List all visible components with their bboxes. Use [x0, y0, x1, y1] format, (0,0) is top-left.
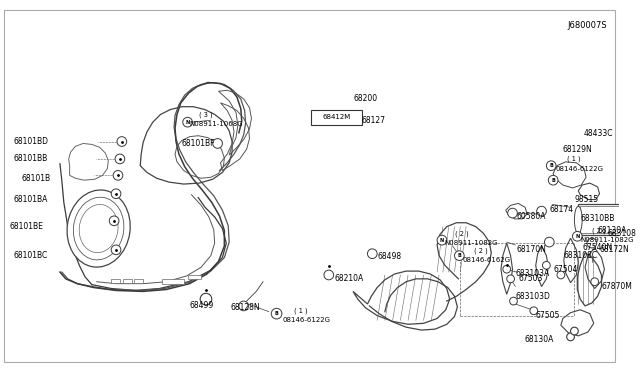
Text: 68498: 68498 — [377, 252, 401, 261]
Circle shape — [543, 262, 550, 269]
Bar — [188, 275, 201, 279]
Text: N08911-1082G: N08911-1082G — [580, 237, 634, 243]
Circle shape — [367, 249, 377, 259]
Text: B: B — [458, 253, 461, 258]
Text: B: B — [275, 311, 278, 316]
Circle shape — [111, 245, 121, 255]
Bar — [111, 279, 120, 283]
Text: 48433C: 48433C — [584, 129, 614, 138]
Text: ( 3 ): ( 3 ) — [199, 111, 213, 118]
Text: 68499: 68499 — [189, 301, 214, 310]
Text: 68170N: 68170N — [516, 245, 547, 254]
Circle shape — [537, 206, 547, 216]
Circle shape — [548, 175, 558, 185]
Text: 67870M: 67870M — [602, 282, 632, 291]
Circle shape — [547, 161, 556, 170]
Text: 68101BF: 68101BF — [182, 139, 215, 148]
Text: 683103A: 683103A — [515, 269, 550, 278]
Circle shape — [324, 270, 333, 280]
Circle shape — [557, 271, 564, 279]
Circle shape — [454, 251, 464, 260]
Text: N08911-1082G: N08911-1082G — [445, 240, 499, 246]
Text: 683108C: 683108C — [564, 251, 598, 260]
Text: 68412M: 68412M — [323, 114, 351, 120]
Ellipse shape — [67, 190, 130, 267]
Text: 67503: 67503 — [518, 274, 543, 283]
Text: 67540N: 67540N — [582, 243, 612, 252]
Text: N: N — [575, 234, 579, 239]
Text: N: N — [186, 120, 189, 125]
Text: 68101BD: 68101BD — [13, 137, 49, 146]
Text: 68130A: 68130A — [524, 335, 554, 344]
Text: 68127: 68127 — [362, 116, 386, 125]
Text: 68210A: 68210A — [335, 274, 364, 283]
Text: 68101BC: 68101BC — [13, 251, 48, 260]
Bar — [123, 279, 131, 283]
Circle shape — [587, 238, 596, 248]
Circle shape — [503, 265, 511, 273]
Ellipse shape — [79, 205, 118, 253]
Ellipse shape — [623, 206, 630, 233]
Text: 68200: 68200 — [354, 93, 378, 103]
Text: ( 2 ): ( 2 ) — [592, 227, 605, 234]
Circle shape — [183, 117, 193, 127]
Text: J680007S: J680007S — [568, 21, 607, 30]
Circle shape — [566, 333, 575, 341]
Text: 68129N: 68129N — [563, 145, 593, 154]
Ellipse shape — [74, 197, 124, 260]
Text: ( 2 ): ( 2 ) — [474, 247, 488, 254]
Text: 67505: 67505 — [536, 311, 560, 320]
Circle shape — [570, 327, 579, 335]
Text: B: B — [549, 163, 553, 168]
Circle shape — [109, 216, 119, 226]
Circle shape — [573, 231, 582, 241]
Text: 08146-6122G: 08146-6122G — [282, 317, 330, 323]
Text: 68130A: 68130A — [598, 226, 627, 235]
Text: N: N — [440, 238, 444, 243]
Ellipse shape — [575, 206, 582, 233]
Text: 68174: 68174 — [549, 205, 573, 214]
Circle shape — [545, 237, 554, 247]
Text: 68101BE: 68101BE — [10, 222, 44, 231]
Bar — [312, 110, 362, 125]
Text: 68101BA: 68101BA — [13, 195, 48, 204]
Text: 68172N: 68172N — [600, 245, 629, 254]
Circle shape — [437, 235, 447, 245]
Text: 68310BB: 68310BB — [580, 214, 614, 223]
Circle shape — [508, 208, 517, 218]
Bar — [579, 204, 627, 235]
Bar — [580, 206, 625, 233]
Circle shape — [591, 278, 598, 286]
Text: ( 1 ): ( 1 ) — [566, 155, 580, 162]
Text: 683103D: 683103D — [515, 292, 550, 301]
Bar — [134, 279, 143, 283]
Bar — [163, 279, 184, 284]
Circle shape — [111, 189, 121, 199]
Circle shape — [200, 294, 212, 305]
Text: 68128N: 68128N — [230, 303, 260, 312]
Circle shape — [239, 301, 248, 311]
Text: 98515: 98515 — [575, 195, 598, 204]
Text: 68101B: 68101B — [21, 174, 51, 183]
Text: N08911-1068G: N08911-1068G — [189, 121, 243, 127]
Circle shape — [117, 137, 127, 146]
Circle shape — [507, 275, 515, 283]
Circle shape — [271, 308, 282, 319]
Text: ( 2 ): ( 2 ) — [454, 230, 468, 237]
Text: B: B — [551, 178, 555, 183]
Circle shape — [530, 307, 538, 315]
Circle shape — [509, 297, 517, 305]
Text: 68101BB: 68101BB — [13, 154, 48, 163]
Text: 60580A: 60580A — [516, 212, 546, 221]
Circle shape — [113, 170, 123, 180]
Text: 08146-6162G: 08146-6162G — [462, 257, 510, 263]
Circle shape — [115, 154, 125, 164]
Circle shape — [212, 139, 223, 148]
Text: 683108: 683108 — [607, 229, 636, 238]
Text: 08146-6122G: 08146-6122G — [555, 166, 603, 171]
Text: 67504: 67504 — [553, 264, 577, 274]
Text: ( 1 ): ( 1 ) — [294, 308, 308, 314]
